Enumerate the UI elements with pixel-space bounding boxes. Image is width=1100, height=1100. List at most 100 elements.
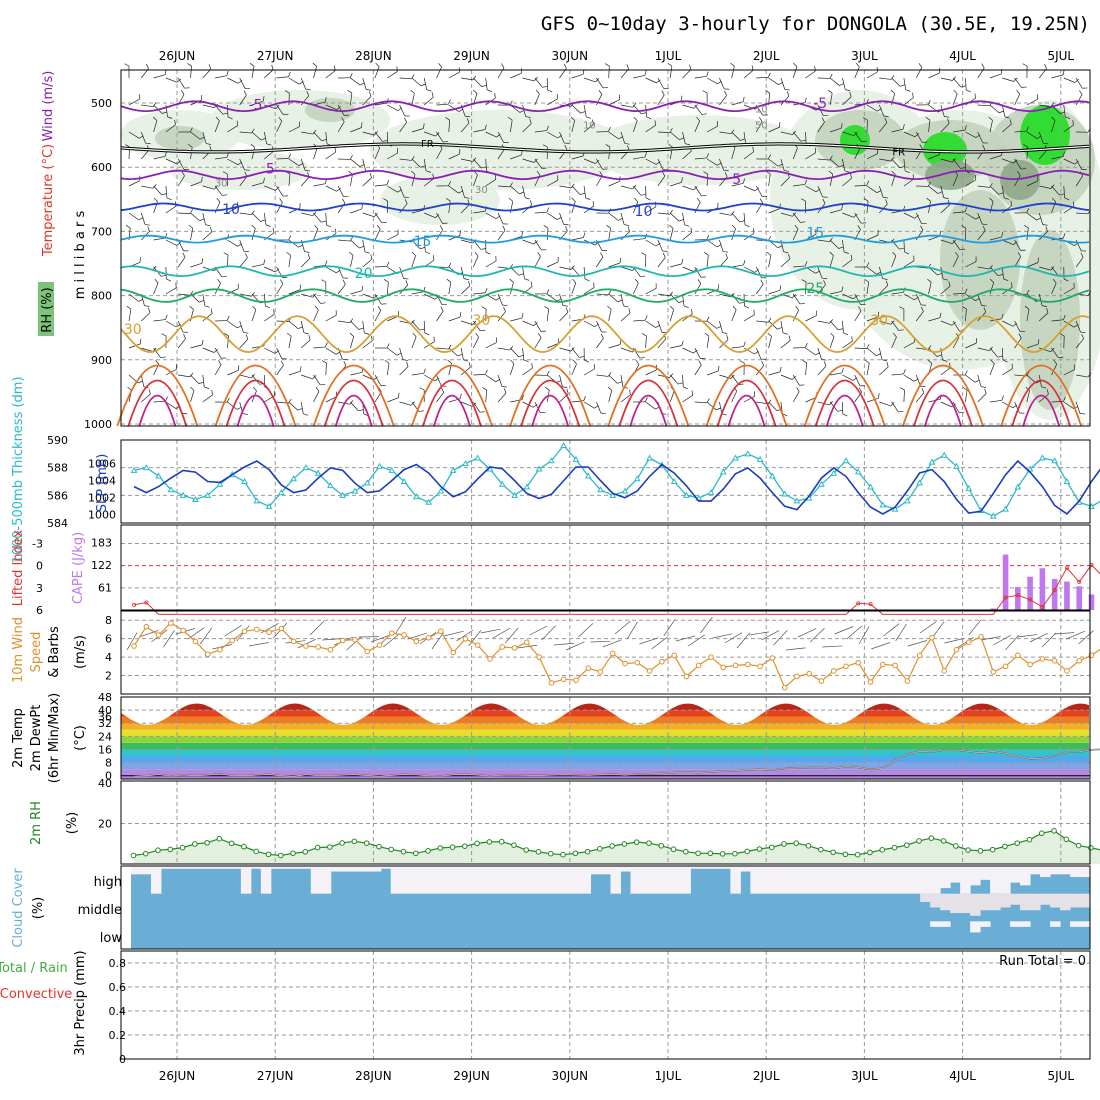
wind-barb [854, 66, 860, 79]
wind-barb-flag [1059, 111, 1065, 114]
wind-barb [374, 147, 381, 160]
cloud-high-gap [131, 866, 142, 875]
wind-barb-flag [681, 340, 684, 346]
wind-barb-flag [272, 227, 275, 233]
rh-marker [253, 848, 259, 855]
wind-barb [140, 131, 146, 144]
wind-barb-flag [760, 279, 764, 285]
wind-barb [497, 347, 510, 351]
wind-barb [952, 256, 959, 268]
rh-marker [830, 849, 836, 856]
freezing-label: FR [892, 148, 905, 159]
wind-barb [940, 239, 953, 245]
rh-marker [732, 850, 738, 857]
wind-barb [793, 183, 806, 187]
wind-barb-flag [851, 336, 853, 342]
wind-barb [1051, 364, 1058, 376]
wind-barb [227, 369, 239, 376]
wind-barb [1014, 175, 1021, 187]
rh-unit-label: (%) [65, 812, 80, 835]
wind-barb [276, 121, 283, 133]
wind-barb [645, 206, 657, 214]
lifted-index-marker [868, 602, 873, 607]
wind-barb [620, 374, 624, 387]
wind-barb [153, 347, 161, 358]
wind-speed-marker [253, 626, 260, 633]
wind-barb [202, 212, 206, 225]
wind-barb-flag [1081, 333, 1084, 339]
cloud-frame [120, 865, 1091, 950]
surface-wind-barb [139, 630, 159, 638]
cloud-high-gap [710, 866, 721, 869]
wind-barb [731, 309, 737, 322]
cloud-high-gap [680, 866, 691, 894]
wind-barb-flag [997, 355, 1003, 358]
wind-barb [645, 158, 657, 165]
wind-barb [1026, 343, 1039, 349]
surface-wind-barb [919, 621, 937, 634]
wind-barb [140, 212, 146, 225]
lifted-index-marker [1077, 579, 1082, 584]
wind-barb [497, 374, 503, 387]
upper-air-grid [121, 70, 1090, 426]
cloud-fill [131, 866, 1091, 949]
cloud-high-gap [300, 866, 312, 869]
wind-barb-flag [242, 413, 248, 415]
thickness-slp-lines [130, 442, 1100, 519]
date-label-bottom: 27JUN [257, 1069, 294, 1083]
wind-barb [571, 155, 584, 160]
cloud-high-gap [760, 866, 771, 894]
wind-barb [694, 185, 702, 197]
wind-barb-flag [312, 129, 317, 135]
wind-barb-flag [126, 305, 132, 310]
thickness-marker [548, 457, 555, 464]
wind-speed-marker [548, 680, 555, 686]
wind-barb-flag [876, 353, 881, 357]
wind-barb-flag [948, 281, 951, 287]
wind-barb [497, 392, 507, 403]
wind-barb [522, 266, 525, 279]
wind-barb-flag [369, 91, 372, 97]
wind-barb [350, 77, 361, 86]
wind-barb [214, 347, 222, 359]
rh-blob [370, 110, 630, 190]
wind-barb [436, 103, 449, 106]
wind-barb-flag [739, 360, 745, 364]
wind-barb-flag [189, 305, 194, 310]
wind-barb-flag [189, 127, 193, 133]
wind-barb-flag [693, 349, 698, 354]
warm-isotherm-lobe [433, 394, 471, 427]
lifted-index-marker [132, 602, 137, 607]
wind-barb [534, 320, 542, 332]
wind-barb-flag [472, 157, 477, 162]
wind-barb [1026, 99, 1038, 106]
precip-frame [120, 950, 1091, 1060]
wind-speed-marker [303, 643, 309, 649]
wind-barb [534, 130, 547, 133]
rh-marker [818, 846, 824, 853]
wind-barb [399, 401, 412, 406]
isotherm-line [120, 315, 1090, 354]
wind-barb [362, 259, 373, 268]
wind-barb-flag [304, 251, 310, 253]
wind-barb [891, 401, 899, 413]
wind-barb-flag [222, 112, 228, 115]
lifted-index-marker [144, 600, 149, 605]
wind-barb [1051, 74, 1064, 79]
wind-barb [214, 364, 222, 376]
wind-speed-marker [155, 632, 162, 638]
thickness-marker [130, 466, 138, 473]
wind-barb-flag [315, 387, 320, 392]
wind-barb [534, 158, 543, 169]
wind-barb-flag [153, 197, 158, 202]
wind-barb-flag [669, 224, 674, 229]
wind-barb-flag [697, 279, 702, 284]
wind-barb [596, 374, 609, 377]
wind-barb [128, 343, 141, 349]
wind-barb [682, 104, 695, 109]
wind-barb [436, 310, 444, 322]
wind-barb-flag [866, 262, 870, 268]
wind-barb-flag [866, 180, 870, 186]
